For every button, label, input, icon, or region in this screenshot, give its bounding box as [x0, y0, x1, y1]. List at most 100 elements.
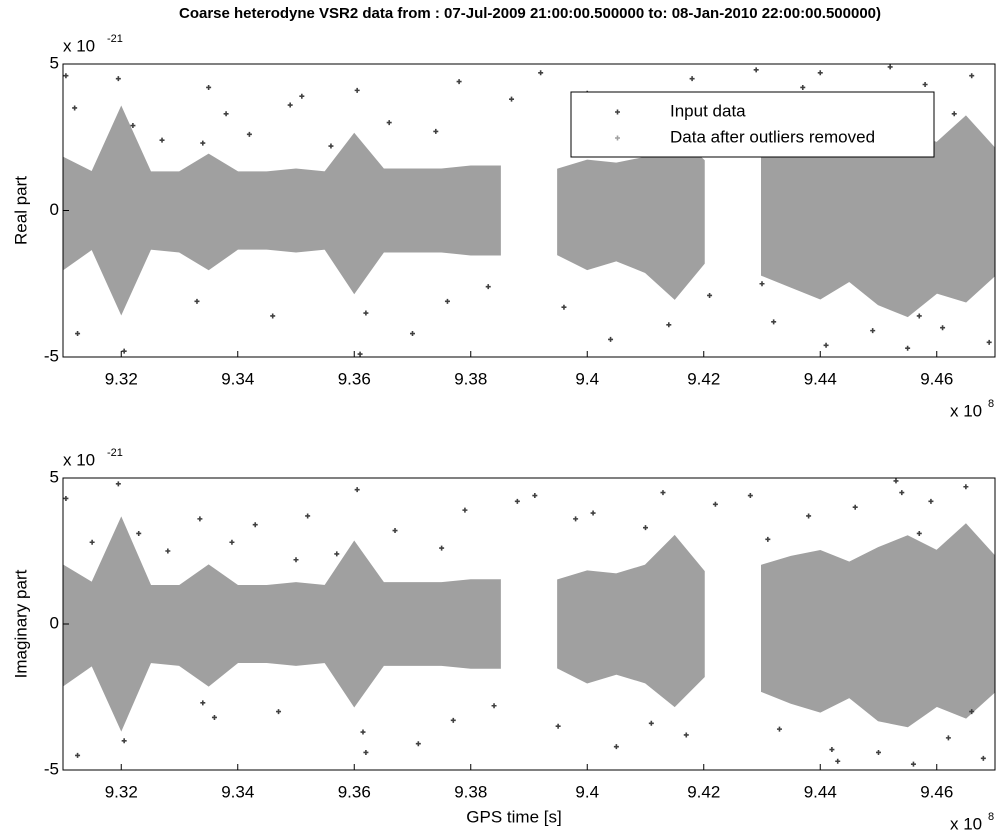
data-point	[334, 551, 340, 557]
x-multiplier: x 10	[950, 401, 982, 420]
data-point	[63, 495, 69, 501]
data-point	[229, 539, 235, 545]
data-point	[75, 331, 81, 337]
data-point	[573, 516, 579, 522]
legend-marker	[615, 109, 620, 115]
data-point	[130, 123, 136, 129]
data-point	[823, 342, 829, 348]
data-band	[63, 105, 501, 316]
x-tick-label: 9.42	[687, 782, 720, 801]
data-point	[905, 345, 911, 351]
y-tick-label: 5	[50, 467, 59, 486]
plot-area	[63, 478, 995, 767]
x-multiplier: x 10	[950, 814, 982, 833]
y-multiplier-exp: -21	[107, 447, 123, 459]
data-point	[276, 709, 282, 715]
data-point	[910, 761, 916, 767]
data-point	[969, 73, 975, 79]
data-point	[916, 313, 922, 319]
data-point	[165, 548, 171, 554]
y-multiplier: x 10	[63, 450, 95, 469]
data-point	[561, 304, 567, 310]
data-point	[776, 726, 782, 732]
data-point	[945, 735, 951, 741]
data-point	[159, 137, 165, 143]
data-point	[707, 292, 713, 298]
data-point	[299, 93, 305, 99]
data-point	[115, 481, 121, 487]
data-point	[980, 755, 986, 761]
data-point	[363, 749, 369, 755]
data-point	[817, 70, 823, 76]
data-point	[444, 298, 450, 304]
data-point	[392, 528, 398, 534]
data-point	[940, 325, 946, 331]
data-point	[608, 336, 614, 342]
data-point	[433, 128, 439, 134]
data-point	[922, 82, 928, 88]
data-point	[514, 498, 520, 504]
data-band	[557, 133, 705, 300]
data-point	[246, 131, 252, 137]
data-point	[293, 557, 299, 563]
data-point	[450, 717, 456, 723]
data-point	[555, 723, 561, 729]
data-point	[660, 490, 666, 496]
plot-area	[63, 64, 995, 357]
y-tick-label: 5	[50, 53, 59, 72]
data-point	[643, 525, 648, 531]
y-tick-label: 0	[50, 200, 59, 219]
data-point	[806, 513, 812, 519]
data-point	[829, 747, 835, 753]
data-point	[683, 732, 689, 738]
data-point	[63, 73, 69, 79]
data-point	[747, 493, 753, 499]
x-tick-label: 9.44	[804, 369, 837, 388]
data-point	[439, 545, 445, 551]
data-point	[223, 111, 229, 117]
data-point	[206, 84, 212, 90]
legend-box	[570, 91, 935, 158]
data-point	[532, 493, 538, 499]
x-tick-label: 9.4	[575, 369, 599, 388]
data-band	[63, 516, 501, 732]
data-point	[951, 111, 957, 117]
data-point	[305, 513, 311, 519]
data-point	[72, 105, 78, 111]
data-point	[462, 507, 468, 513]
data-point	[538, 70, 544, 76]
x-tick-label: 9.38	[454, 782, 487, 801]
data-point	[986, 339, 992, 345]
data-point	[509, 96, 515, 102]
data-point	[360, 729, 366, 735]
x-tick-label: 9.34	[221, 369, 254, 388]
data-point	[200, 700, 206, 706]
y-multiplier: x 10	[63, 36, 95, 55]
data-point	[800, 84, 806, 90]
data-point	[115, 76, 121, 82]
data-point	[287, 102, 293, 108]
x-tick-label: 9.34	[221, 782, 254, 801]
data-point	[689, 76, 695, 82]
y-tick-label: -5	[44, 759, 59, 778]
x-tick-label: 9.32	[105, 782, 138, 801]
data-point	[835, 758, 841, 764]
data-point	[194, 298, 200, 304]
data-point	[354, 87, 360, 93]
x-tick-label: 9.36	[338, 369, 371, 388]
x-tick-label: 9.44	[804, 782, 837, 801]
data-point	[870, 328, 876, 334]
data-point	[876, 749, 881, 755]
data-point	[89, 539, 95, 545]
legend-label: Data after outliers removed	[670, 127, 875, 146]
y-axis-label: Imaginary part	[11, 569, 30, 678]
x-multiplier-exp: 8	[988, 398, 994, 410]
data-point	[75, 752, 81, 758]
data-point	[916, 530, 922, 536]
data-point	[712, 501, 718, 507]
data-point	[410, 331, 415, 337]
y-axis-label: Real part	[11, 176, 30, 245]
data-point	[648, 720, 654, 726]
data-point	[121, 348, 127, 354]
